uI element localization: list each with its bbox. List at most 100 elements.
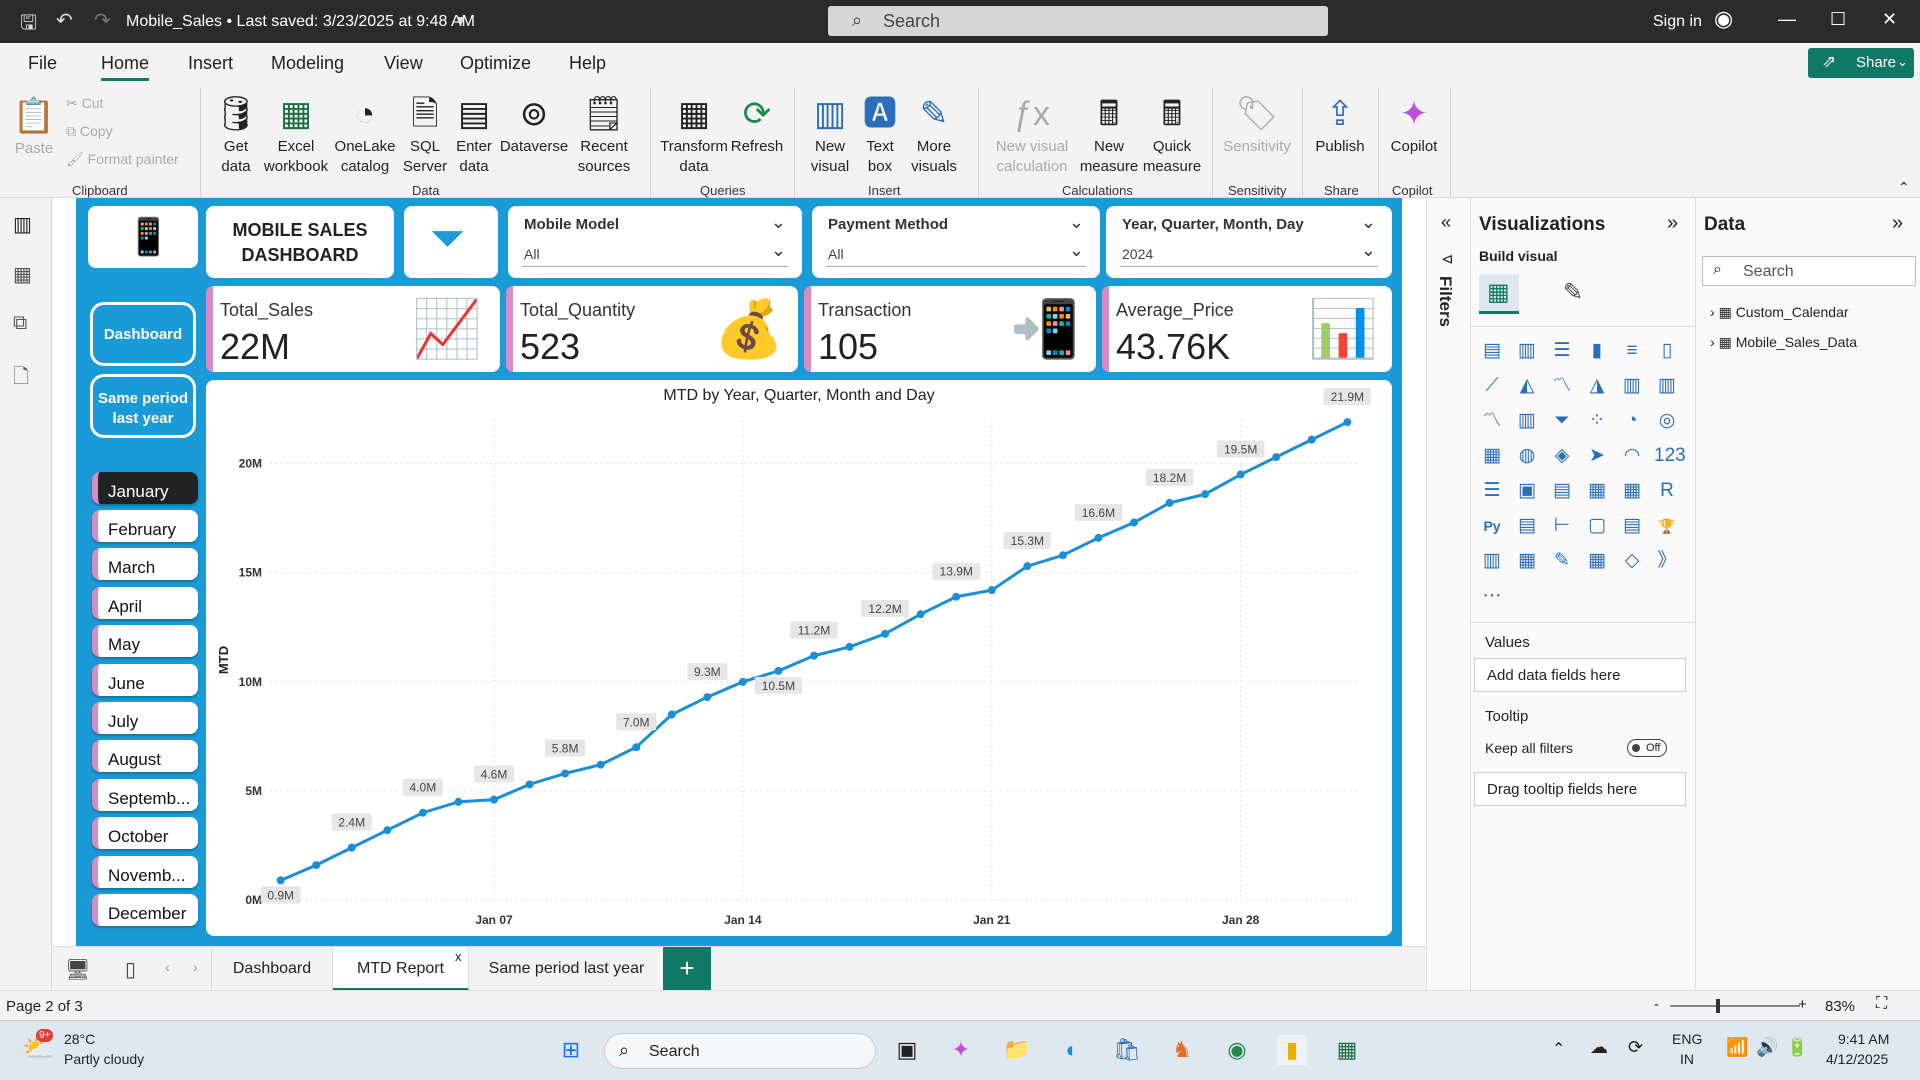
report-view-icon[interactable]: ▥	[13, 214, 32, 236]
month-item-february[interactable]: February	[92, 510, 198, 542]
expand-filters-icon[interactable]: «	[1441, 212, 1452, 232]
menu-home[interactable]: Home	[101, 53, 150, 81]
month-item-october[interactable]: October	[92, 817, 198, 849]
language-code[interactable]: ENG	[1672, 1031, 1703, 1047]
sql-server-button[interactable]: 🗎 SQL Server	[400, 91, 450, 177]
visual-type-icon[interactable]: ◮	[1589, 375, 1605, 396]
visual-type-icon[interactable]: ⁘	[1589, 410, 1605, 431]
month-item-april[interactable]: April	[92, 587, 198, 619]
undo-icon[interactable]: ↶	[56, 10, 73, 32]
menu-modeling[interactable]: Modeling	[271, 53, 345, 73]
clock-time[interactable]: 9:41 AM	[1838, 1031, 1890, 1047]
sync-icon[interactable]: ⟳	[1628, 1037, 1644, 1057]
recent-sources-button[interactable]: 🗒 Recent sources	[572, 91, 636, 177]
month-item-january[interactable]: January	[92, 472, 198, 504]
month-item-august[interactable]: August	[92, 740, 198, 772]
visual-type-icon[interactable]: ◭	[1519, 375, 1535, 396]
copy-button[interactable]: ⧉ Copy	[66, 123, 113, 139]
visual-type-icon[interactable]: ▮	[1591, 340, 1603, 361]
visual-type-icon[interactable]: ▦	[1483, 445, 1501, 466]
visual-type-icon[interactable]: ◠	[1623, 445, 1641, 466]
enter-data-button[interactable]: ▤ Enter data	[452, 91, 496, 177]
prev-page-icon[interactable]: ‹	[165, 959, 170, 975]
visual-type-icon[interactable]: ☰	[1553, 340, 1571, 361]
visual-type-icon[interactable]: ◇	[1624, 550, 1640, 571]
table-item-custom-calendar[interactable]: › ▦ Custom_Calendar	[1710, 304, 1849, 320]
visual-type-icon[interactable]: ▯	[1661, 340, 1673, 361]
show-hidden-icons[interactable]: ⌃	[1552, 1041, 1566, 1058]
publish-button[interactable]: ⇪ Publish	[1310, 91, 1370, 157]
visual-type-icon[interactable]: ▦	[1518, 550, 1536, 571]
collapse-data-icon[interactable]: »	[1892, 212, 1904, 234]
visual-type-icon[interactable]: ▦	[1588, 480, 1606, 501]
zoom-in-icon[interactable]: +	[1798, 996, 1807, 1013]
new-visual-calculation-button[interactable]: ƒx New visual calculation	[988, 91, 1076, 177]
next-page-icon[interactable]: ›	[193, 959, 198, 975]
dropdown-chevron-icon[interactable]: ⌄	[770, 240, 786, 260]
visual-type-icon[interactable]: 〽	[1552, 375, 1572, 396]
visual-type-icon[interactable]: 〽	[1482, 410, 1502, 431]
visual-type-icon[interactable]: ▥	[1623, 375, 1641, 396]
visual-type-icon[interactable]: ▥	[1658, 375, 1676, 396]
visual-type-icon[interactable]: ▦	[1623, 480, 1641, 501]
onelake-catalog-button[interactable]: ◔ OneLake catalog	[332, 91, 398, 177]
format-visual-icon[interactable]: ✎	[1563, 279, 1584, 306]
slicer-mobile-model[interactable]: Mobile Model ⌄ All ⌄	[508, 206, 802, 278]
zoom-out-icon[interactable]: -	[1654, 996, 1659, 1013]
dropdown-chevron-icon[interactable]: ⌄	[1360, 240, 1376, 260]
build-visual-tab[interactable]: ▦	[1479, 274, 1519, 314]
maximize-icon[interactable]: ☐	[1830, 9, 1847, 29]
model-view-icon[interactable]: ⧉	[13, 312, 28, 334]
desktop-layout-icon[interactable]: 🖥	[65, 959, 91, 981]
visual-type-icon[interactable]: R	[1660, 480, 1674, 501]
copilot-icon[interactable]: ✦	[951, 1037, 971, 1062]
data-search-input[interactable]: ⌕ Search	[1702, 256, 1916, 286]
close-tab-icon[interactable]: x	[455, 949, 462, 964]
table-view-icon[interactable]: ▦	[13, 264, 32, 286]
refresh-button[interactable]: ⟳ Refresh	[730, 91, 784, 157]
menu-view[interactable]: View	[384, 53, 423, 73]
visual-type-icon[interactable]: ◍	[1518, 445, 1536, 466]
visual-type-icon[interactable]: ▥	[1518, 410, 1536, 431]
menu-help[interactable]: Help	[569, 53, 607, 73]
month-item-december[interactable]: December	[92, 894, 198, 926]
visual-type-icon[interactable]: ⟋	[1485, 375, 1499, 396]
tab-same-period-last-year[interactable]: Same period last year	[469, 947, 665, 991]
visual-type-icon[interactable]: ⊢	[1553, 515, 1571, 536]
slicer-date-hierarchy[interactable]: Year, Quarter, Month, Day ⌄ 2024 ⌄	[1106, 206, 1392, 278]
dropdown-chevron-icon[interactable]: ⌄	[1068, 240, 1084, 260]
menu-file[interactable]: File	[28, 53, 58, 73]
task-view-icon[interactable]: ▣	[896, 1037, 918, 1062]
sign-in-link[interactable]: Sign in	[1653, 13, 1702, 30]
battery-icon[interactable]: 🔋	[1786, 1037, 1809, 1057]
transform-data-button[interactable]: ▦ Transform data	[660, 91, 728, 177]
visual-type-icon[interactable]: 🏆	[1658, 518, 1676, 534]
sensitivity-button[interactable]: 🏷 Sensitivity	[1220, 91, 1294, 157]
visual-type-icon[interactable]: ▤	[1518, 515, 1536, 536]
mtd-line-chart[interactable]: MTD by Year, Quarter, Month and Day MTD …	[206, 380, 1392, 936]
visual-type-icon[interactable]: ◈	[1554, 445, 1570, 466]
text-box-button[interactable]: 🅰 Text box	[858, 91, 902, 177]
visual-type-icon[interactable]: ◔	[1626, 410, 1638, 431]
format-painter-button[interactable]: 🖌 Format painter	[66, 151, 179, 167]
share-button[interactable]: ⇗ Share ⌄	[1808, 48, 1914, 78]
filters-pane-collapsed[interactable]: « ⊲ Filters	[1426, 198, 1470, 990]
chevron-down-icon[interactable]: ⌄	[1068, 212, 1084, 232]
dax-query-view-icon[interactable]: 🗋	[13, 366, 30, 388]
fit-to-page-icon[interactable]: ⛶	[1876, 995, 1888, 1012]
add-page-button[interactable]: +	[663, 947, 711, 991]
dataverse-button[interactable]: ⊚ Dataverse	[498, 91, 570, 157]
month-item-june[interactable]: June	[92, 664, 198, 696]
chrome-icon[interactable]: ◉	[1227, 1037, 1247, 1062]
global-search[interactable]: ⌕ Search	[828, 6, 1328, 36]
excel-workbook-button[interactable]: ▦ Excel workbook	[262, 91, 330, 177]
menu-insert[interactable]: Insert	[188, 53, 234, 73]
visual-type-icon[interactable]: ✎	[1554, 550, 1570, 571]
visual-type-icon[interactable]: ▥	[1518, 340, 1536, 361]
visual-type-icon[interactable]: Py	[1483, 518, 1501, 534]
close-icon[interactable]: ✕	[1882, 9, 1898, 29]
new-visual-button[interactable]: ▥ New visual	[804, 91, 856, 177]
visual-type-icon[interactable]: ▤	[1483, 340, 1501, 361]
visual-type-icon[interactable]: ≡	[1626, 340, 1638, 361]
tab-mtd-report[interactable]: MTD Report	[333, 947, 469, 991]
